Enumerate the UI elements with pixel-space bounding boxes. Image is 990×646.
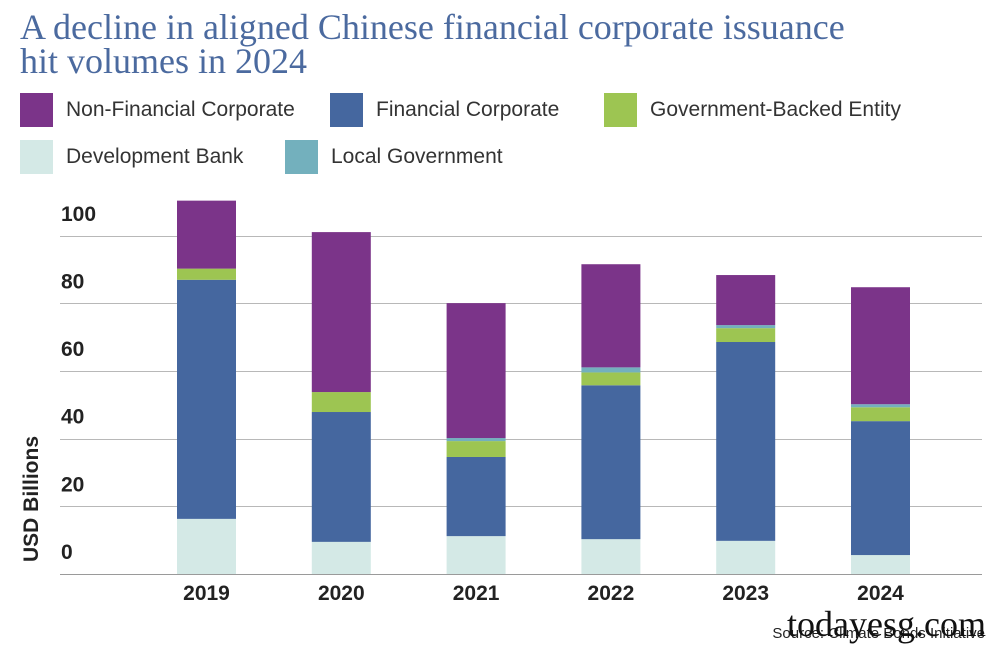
- y-tick-label: 80: [61, 270, 84, 293]
- chart-title-line-1: A decline in aligned Chinese financial c…: [20, 7, 845, 47]
- bar-2023-financial-corporate: [716, 342, 776, 541]
- bar-2019-government-backed-entity: [177, 268, 236, 280]
- x-tick-label: 2022: [588, 582, 635, 605]
- legend-item-local-government: Local Government: [285, 140, 503, 174]
- x-tick-label: 2021: [453, 582, 500, 605]
- x-tick-label: 2019: [183, 582, 230, 605]
- y-axis-label: USD Billions: [20, 436, 43, 562]
- legend-item-non-financial-corporate: Non-Financial Corporate: [20, 93, 295, 127]
- x-tick-label: 2023: [722, 582, 769, 605]
- y-tick-label: 0: [61, 541, 73, 564]
- source-note: Source: Climate Bonds Initiative: [772, 625, 985, 642]
- bar-2022-development-bank: [581, 539, 641, 574]
- bar-2024-development-bank: [851, 555, 910, 574]
- legend-label-government-backed-entity: Government-Backed Entity: [650, 98, 901, 121]
- x-tick-label: 2020: [318, 582, 365, 605]
- legend-label-non-financial-corporate: Non-Financial Corporate: [66, 98, 295, 121]
- bar-2020-development-bank: [311, 541, 371, 574]
- legend-swatch-development-bank: [20, 140, 53, 174]
- bar-2023-non-financial-corporate: [716, 275, 776, 326]
- x-tick-label: 2024: [857, 582, 904, 605]
- y-tick-label: 100: [61, 203, 96, 226]
- bar-2020-non-financial-corporate: [311, 232, 371, 393]
- y-tick-label: 40: [61, 406, 84, 429]
- bar-2022-government-backed-entity: [581, 372, 641, 386]
- bar-2024-non-financial-corporate: [851, 287, 910, 405]
- bar-2021-local-government: [446, 438, 506, 442]
- legend-swatch-government-backed-entity: [604, 93, 637, 127]
- bar-2021-non-financial-corporate: [446, 303, 506, 439]
- bar-2021-development-bank: [446, 536, 506, 574]
- bar-2019-financial-corporate: [177, 279, 236, 519]
- watermark: todayesg.com: [787, 604, 986, 644]
- bar-2023-development-bank: [716, 540, 776, 574]
- bar-2024-financial-corporate: [851, 421, 910, 556]
- bar-2021-government-backed-entity: [446, 441, 506, 457]
- bar-2020-government-backed-entity: [311, 392, 371, 413]
- bar-2024-local-government: [851, 404, 910, 408]
- legend-swatch-non-financial-corporate: [20, 93, 53, 127]
- legend-label-financial-corporate: Financial Corporate: [376, 98, 560, 121]
- legend-swatch-local-government: [285, 140, 318, 174]
- legend-swatch-financial-corporate: [330, 93, 363, 127]
- bar-2023-government-backed-entity: [716, 328, 776, 343]
- bar-2024-government-backed-entity: [851, 407, 910, 422]
- y-tick-label: 20: [61, 473, 84, 496]
- bar-2019-non-financial-corporate: [177, 200, 236, 269]
- bar-2019-development-bank: [177, 518, 236, 574]
- y-tick-label: 60: [61, 338, 84, 361]
- chart-title: A decline in aligned Chinese financial c…: [20, 7, 845, 81]
- legend-item-government-backed-entity: Government-Backed Entity: [604, 93, 901, 127]
- bar-2021-financial-corporate: [446, 456, 506, 537]
- legend-label-local-government: Local Government: [331, 145, 503, 168]
- legend-label-development-bank: Development Bank: [66, 145, 244, 168]
- bars: [177, 200, 910, 574]
- legend-item-financial-corporate: Financial Corporate: [330, 93, 559, 127]
- bar-2023-local-government: [716, 325, 776, 329]
- bar-2022-local-government: [581, 367, 641, 373]
- bar-2020-financial-corporate: [311, 412, 371, 542]
- legend-item-development-bank: Development Bank: [20, 140, 243, 174]
- chart-title-line-2: hit volumes in 2024: [20, 41, 307, 81]
- bar-2022-non-financial-corporate: [581, 264, 641, 368]
- bar-2022-financial-corporate: [581, 385, 641, 540]
